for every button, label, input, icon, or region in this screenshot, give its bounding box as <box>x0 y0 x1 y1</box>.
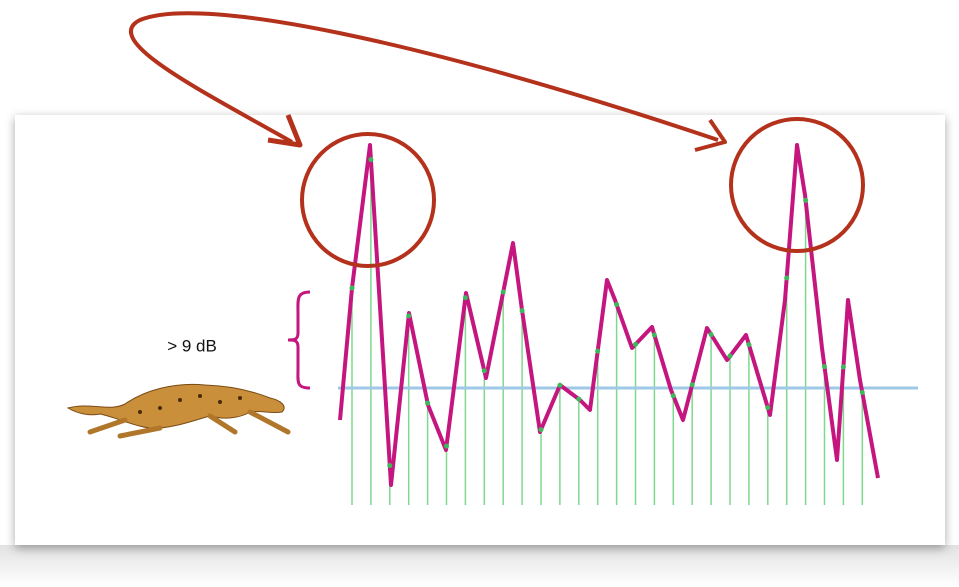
brace <box>287 290 311 390</box>
sample-dot <box>633 341 638 347</box>
sample-dot <box>595 348 601 354</box>
arrow-head <box>267 114 303 148</box>
sample-dot <box>746 342 752 348</box>
peak-circle <box>300 132 436 268</box>
sample-dot <box>822 364 827 370</box>
sample-dot <box>614 302 620 308</box>
sample-dot <box>519 308 525 314</box>
sample-dot <box>387 463 393 469</box>
sample-dot <box>368 157 374 163</box>
sample-dot <box>406 313 412 319</box>
annotation-label: > 9 dB <box>167 336 217 355</box>
sample-dot <box>689 382 695 388</box>
card <box>15 115 945 545</box>
sample-dot <box>765 405 771 411</box>
sample-dot <box>803 197 809 203</box>
sample-dot <box>784 275 790 281</box>
sample-dot <box>444 443 449 449</box>
sample-dot <box>425 400 431 406</box>
arrow <box>129 11 719 144</box>
arrow-head <box>694 118 727 152</box>
sample-dot <box>462 295 468 301</box>
sample-dot <box>576 396 582 402</box>
sample-dot <box>859 390 865 396</box>
sample-dot <box>557 382 563 388</box>
sample-dot <box>651 332 657 338</box>
cheetah <box>66 383 291 439</box>
sample-dot <box>538 427 544 433</box>
peak-circle <box>729 117 865 253</box>
sample-dot <box>840 364 846 370</box>
floor-shade <box>0 545 959 587</box>
sample-dot <box>481 368 487 374</box>
sample-dot <box>670 393 676 399</box>
sample-dot <box>727 353 733 359</box>
sample-dot <box>500 289 506 295</box>
signal-line <box>338 143 880 487</box>
sample-dot <box>708 332 714 338</box>
sample-dot <box>349 285 355 291</box>
sample-dots <box>349 157 865 469</box>
